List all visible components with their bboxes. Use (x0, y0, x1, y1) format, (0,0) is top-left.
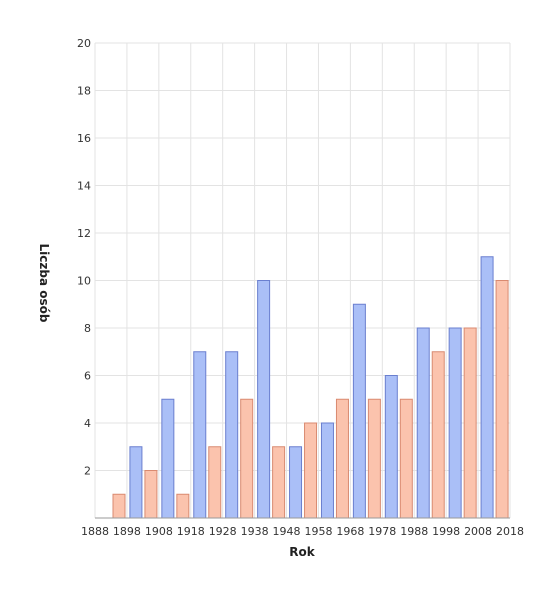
bar-series-2-1928 (240, 398, 254, 519)
bar-series-1-2008 (480, 256, 494, 519)
bar-series-2-2008 (495, 280, 509, 519)
y-tick-label: 2 (84, 465, 91, 478)
bar-series-1-1968 (352, 303, 366, 519)
y-tick-label: 14 (77, 180, 91, 193)
x-tick-label: 1938 (241, 525, 269, 538)
bar-series-2-1898 (144, 470, 158, 519)
x-tick-label: 1908 (145, 525, 173, 538)
x-tick-label: 2018 (496, 525, 524, 538)
x-tick-label: 1978 (368, 525, 396, 538)
x-tick-label: 1988 (400, 525, 428, 538)
grid (94, 42, 511, 518)
x-axis-ticks: 1888 1898 1908 1918 1928 1938 1948 1958 1968 1978… (81, 525, 524, 538)
bar-series-1-1988 (416, 327, 430, 519)
y-axis-title: Liczba osób (37, 244, 51, 323)
x-tick-label: 2008 (464, 525, 492, 538)
y-tick-label: 6 (84, 370, 91, 383)
bar-series-1-1938 (257, 280, 271, 519)
bar-series-1-1918 (193, 351, 207, 519)
bar-series-2-1958 (335, 398, 349, 519)
x-tick-label: 1958 (304, 525, 332, 538)
x-tick-label: 1998 (432, 525, 460, 538)
bar-series-2-1988 (431, 351, 445, 519)
y-tick-label: 20 (77, 37, 91, 50)
bar-series-2-1968 (367, 398, 381, 519)
y-tick-label: 18 (77, 85, 91, 98)
bar-series-2-1908 (176, 493, 190, 519)
y-axis-ticks: 2 4 6 8 10 12 14 16 18 20 (77, 37, 91, 478)
bar-series-2-1918 (208, 446, 222, 519)
x-axis-title: Rok (289, 545, 315, 559)
bar-series-2-1888 (112, 493, 126, 519)
bar-series-1-1928 (225, 351, 239, 519)
x-tick-label: 1968 (336, 525, 364, 538)
x-tick-label: 1898 (113, 525, 141, 538)
y-tick-label: 4 (84, 417, 91, 430)
bar-series-1-1908 (161, 398, 175, 519)
x-tick-label: 1918 (177, 525, 205, 538)
bar-series-1-1898 (129, 446, 143, 519)
y-tick-label: 10 (77, 275, 91, 288)
bar-series-2-1938 (272, 446, 286, 519)
y-tick-label: 16 (77, 132, 91, 145)
bar-series-2-1978 (399, 398, 413, 519)
bars (112, 256, 509, 519)
x-tick-label: 1948 (273, 525, 301, 538)
x-tick-label: 1928 (209, 525, 237, 538)
bar-series-1-1998 (448, 327, 462, 519)
y-tick-label: 8 (84, 322, 91, 335)
x-tick-label: 1888 (81, 525, 109, 538)
bar-series-1-1948 (289, 446, 303, 519)
bar-series-1-1958 (320, 422, 334, 519)
bar-series-1-1978 (384, 375, 398, 519)
y-tick-label: 12 (77, 227, 91, 240)
bar-series-2-1998 (463, 327, 477, 519)
bar-series-2-1948 (304, 422, 318, 519)
